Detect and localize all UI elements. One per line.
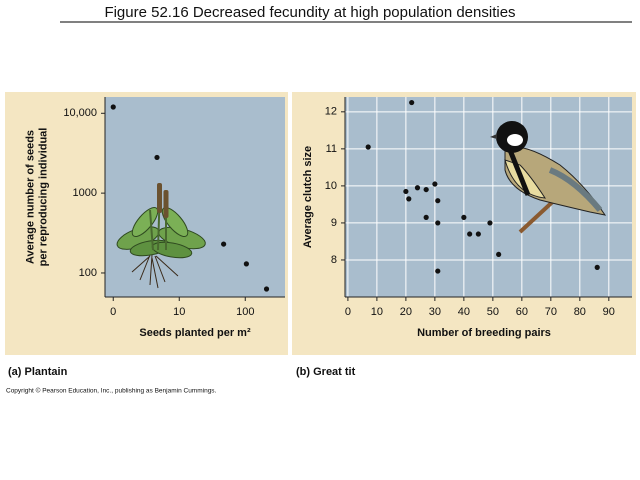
point [487, 220, 493, 226]
x-tick-label: 10 [371, 306, 383, 318]
y-axis-label: Average clutch size [302, 146, 314, 248]
point [110, 104, 116, 110]
y-tick-label: 10 [325, 180, 337, 192]
point [154, 154, 160, 161]
plantain-drawing [116, 183, 206, 289]
y-axis-label: Average number of seeds [24, 130, 36, 264]
point [435, 268, 441, 274]
panel-caption: (b) Great tit [296, 366, 356, 378]
x-axis-label: Seeds planted per m² [139, 327, 251, 339]
point [403, 188, 409, 195]
point [496, 251, 502, 258]
plot-area [105, 97, 285, 297]
panel-caption: (a) Plantain [8, 366, 68, 378]
x-tick-label: 80 [574, 306, 586, 318]
great-tit-drawing [490, 121, 607, 234]
point [423, 214, 429, 220]
x-tick-label: 40 [458, 306, 470, 318]
point [414, 185, 421, 191]
point [221, 241, 227, 247]
point [435, 198, 441, 204]
y-tick-label: 100 [79, 267, 97, 279]
y-axis-label: per reproducing individual [37, 128, 49, 267]
point [365, 144, 371, 150]
x-tick-label: 0 [110, 306, 116, 318]
copyright: Copyright © Pearson Education, Inc., pub… [6, 387, 217, 395]
x-tick-label: 30 [429, 306, 441, 318]
x-tick-label: 0 [345, 306, 351, 318]
point [435, 220, 441, 226]
point [594, 264, 600, 270]
x-tick-label: 100 [236, 306, 254, 318]
x-axis-label: Number of breeding pairs [417, 327, 551, 339]
point [432, 181, 438, 187]
point [423, 186, 429, 193]
y-tick-label: 11 [326, 143, 337, 155]
figure-title: Figure 52.16 Decreased fecundity at high… [104, 4, 515, 21]
point [475, 231, 481, 237]
y-tick-label: 12 [325, 106, 337, 118]
point [406, 196, 412, 202]
point [409, 99, 415, 106]
point [263, 286, 270, 292]
x-tick-label: 20 [400, 306, 412, 318]
y-tick-label: 8 [331, 254, 337, 266]
y-tick-label: 9 [331, 217, 337, 229]
x-tick-label: 50 [487, 306, 499, 318]
point [243, 261, 249, 267]
point [461, 214, 467, 220]
x-tick-label: 10 [173, 306, 185, 318]
x-tick-label: 90 [603, 306, 615, 318]
x-tick-label: 70 [545, 306, 557, 318]
x-tick-label: 60 [516, 306, 528, 318]
y-tick-label: 10,000 [63, 107, 97, 119]
point [467, 231, 473, 237]
y-tick-label: 1000 [73, 187, 97, 199]
